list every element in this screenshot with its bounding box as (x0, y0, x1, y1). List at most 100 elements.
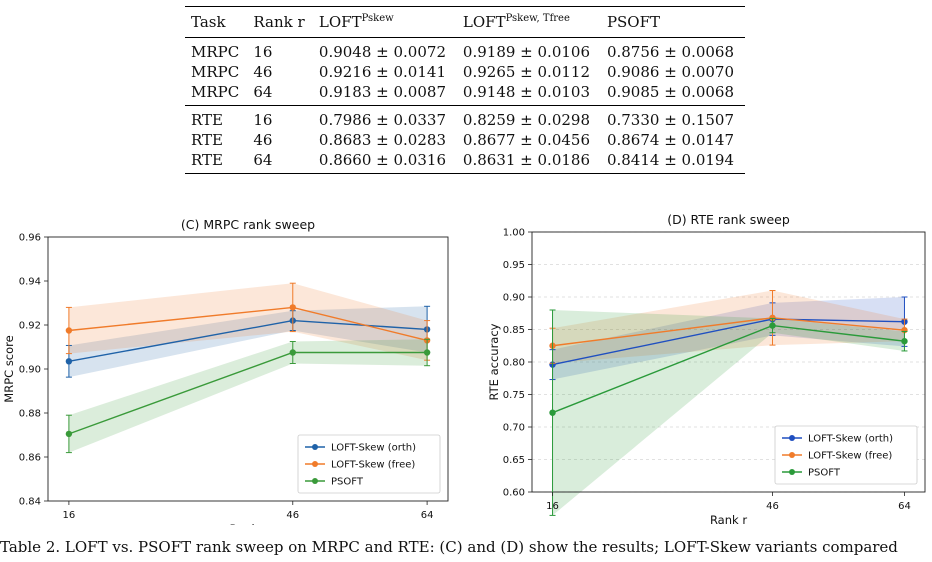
y-axis-label: MRPC score (2, 335, 16, 402)
table-header-row: Task Rank r LOFTPskew LOFTPskew, Tfree P… (185, 6, 745, 38)
table-row: RTE 46 0.8683 ± 0.0283 0.8677 ± 0.0456 0.867… (185, 130, 745, 150)
cell-loft-pskew-tfree: 0.8631 ± 0.0186 (462, 151, 590, 169)
results-table-container: Task Rank r LOFTPskew LOFTPskew, Tfree P… (185, 6, 745, 174)
confidence-band (552, 297, 905, 380)
table-group-rte: RTE 16 0.7986 ± 0.0337 0.8259 ± 0.0298 0.733… (185, 105, 745, 174)
legend-entry: PSOFT (331, 477, 364, 488)
data-point (901, 338, 908, 345)
y-tick-label: 0.94 (19, 277, 41, 288)
cell-psoft: 0.9086 ± 0.0070 (606, 63, 735, 81)
y-tick-label: 0.92 (19, 321, 41, 332)
y-tick-label: 0.90 (503, 293, 525, 304)
data-point (65, 358, 73, 365)
table-row: MRPC 16 0.9048 ± 0.0072 0.9189 ± 0.0106 0.87… (185, 38, 745, 63)
y-tick-label: 0.75 (503, 390, 525, 401)
cell-psoft: 0.8414 ± 0.0194 (606, 151, 735, 169)
header-psoft: PSOFT (606, 13, 661, 31)
confidence-band (68, 283, 428, 361)
cell-loft-pskew-tfree: 0.9265 ± 0.0112 (462, 63, 590, 81)
header-rank: Rank r (253, 13, 305, 31)
legend-entry: LOFT-Skew (orth) (808, 434, 893, 445)
cell-loft-pskew-tfree: 0.9189 ± 0.0106 (462, 43, 590, 61)
y-tick-label: 0.70 (503, 423, 525, 434)
cell-loft-pskew-tfree: 0.8677 ± 0.0456 (462, 131, 590, 149)
x-tick-label: 46 (766, 501, 779, 512)
cell-task: MRPC (191, 83, 240, 101)
cell-psoft: 0.8674 ± 0.0147 (606, 131, 735, 149)
chart-c-mrpc: (C) MRPC rank sweep 0.84 0.86 0.88 0.90 0.92 0… (2, 217, 449, 525)
legend-entry: LOFT-Skew (free) (331, 460, 415, 471)
y-tick-label: 1.00 (503, 228, 525, 239)
data-point (549, 409, 556, 416)
legend-box (297, 434, 441, 494)
cell-rank: 16 (253, 111, 273, 129)
data-point (769, 322, 776, 329)
data-point (65, 327, 73, 334)
cell-task: MRPC (191, 63, 240, 81)
table-row: MRPC 46 0.9216 ± 0.0141 0.9265 ± 0.0112 0.90… (185, 62, 745, 82)
data-point (289, 349, 296, 356)
x-axis-label: Rank r (710, 513, 747, 525)
legend-swatch-marker (789, 469, 795, 475)
legend-box (774, 425, 918, 485)
table-row: RTE 16 0.7986 ± 0.0337 0.8259 ± 0.0298 0.733… (185, 106, 745, 131)
cell-loft-pskew: 0.9183 ± 0.0087 (318, 83, 446, 101)
cell-task: RTE (191, 151, 223, 169)
legend-swatch-marker (312, 461, 318, 467)
table-group-mrpc: MRPC 16 0.9048 ± 0.0072 0.9189 ± 0.0106 0.87… (185, 38, 745, 106)
header-loft-pskew-tfree: LOFTPskew, Tfree (462, 13, 570, 31)
cell-psoft: 0.7330 ± 0.1507 (606, 111, 735, 129)
y-tick-label: 0.88 (19, 409, 41, 420)
x-tick-label: 16 (546, 501, 559, 512)
legend-swatch-marker (312, 478, 318, 484)
legend-entry: LOFT-Skew (orth) (331, 443, 416, 454)
x-tick-label: 64 (421, 510, 434, 521)
table-row: RTE 64 0.8660 ± 0.0316 0.8631 ± 0.0186 0.841… (185, 150, 745, 174)
chart-d-rte: (D) RTE rank sweep 0.60 0.65 0.70 0.75 0.80 0.… (487, 212, 926, 525)
confidence-band (552, 310, 905, 516)
legend-entry: LOFT-Skew (free) (808, 451, 892, 462)
y-tick-label: 0.86 (19, 453, 41, 464)
table-row: MRPC 64 0.9183 ± 0.0087 0.9148 ± 0.0103 0.90… (185, 82, 745, 106)
cell-loft-pskew-tfree: 0.8259 ± 0.0298 (462, 111, 590, 129)
cell-psoft: 0.9085 ± 0.0068 (606, 83, 735, 101)
data-point (289, 304, 296, 311)
cell-loft-pskew-tfree: 0.9148 ± 0.0103 (462, 83, 590, 101)
y-axis-label: RTE accuracy (487, 323, 501, 400)
header-task: Task (191, 13, 226, 31)
cell-task: RTE (191, 111, 223, 129)
x-tick-label: 64 (898, 501, 911, 512)
cell-rank: 64 (253, 151, 273, 169)
figure-caption: Table 2. LOFT vs. PSOFT rank sweep on MR… (0, 538, 898, 556)
confidence-band (552, 290, 905, 364)
cell-task: RTE (191, 131, 223, 149)
x-axis-label: Rank r (229, 522, 266, 525)
x-tick-label: 46 (286, 510, 299, 521)
cell-loft-pskew: 0.7986 ± 0.0337 (318, 111, 446, 129)
chart-title: (C) MRPC rank sweep (181, 217, 315, 232)
legend-swatch-marker (789, 452, 795, 458)
cell-psoft: 0.8756 ± 0.0068 (606, 43, 735, 61)
y-tick-label: 0.80 (503, 358, 525, 369)
cell-loft-pskew: 0.9216 ± 0.0141 (318, 63, 446, 81)
cell-loft-pskew: 0.8683 ± 0.0283 (318, 131, 446, 149)
cell-task: MRPC (191, 43, 240, 61)
y-tick-label: 0.85 (503, 325, 525, 336)
legend-swatch-marker (789, 435, 795, 441)
legend-swatch-marker (312, 444, 318, 450)
y-tick-label: 0.96 (19, 233, 41, 244)
data-point (769, 314, 776, 321)
cell-rank: 16 (253, 43, 273, 61)
data-point (65, 430, 73, 438)
cell-rank: 64 (253, 83, 273, 101)
data-point (423, 349, 431, 356)
chart-title: (D) RTE rank sweep (667, 212, 790, 227)
y-tick-label: 0.90 (19, 365, 41, 376)
cell-rank: 46 (253, 63, 273, 81)
y-tick-label: 0.95 (503, 260, 525, 271)
header-loft-pskew: LOFTPskew (318, 13, 394, 31)
legend-entry: PSOFT (808, 468, 841, 479)
x-tick-label: 16 (63, 510, 76, 521)
confidence-band (68, 339, 428, 453)
y-tick-label: 0.65 (503, 455, 525, 466)
